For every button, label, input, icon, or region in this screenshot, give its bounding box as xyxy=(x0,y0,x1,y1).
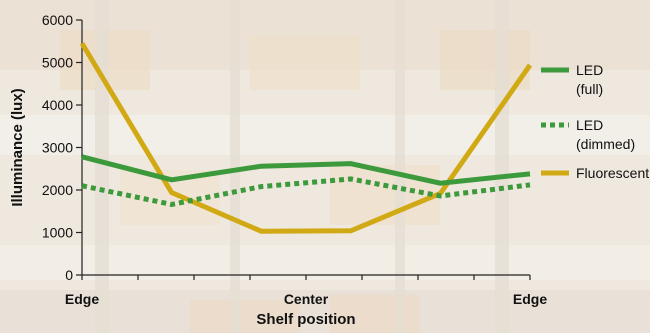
series-layer xyxy=(79,42,533,234)
x-tick-label: Edge xyxy=(513,291,547,307)
y-tick-label: 6000 xyxy=(42,12,73,28)
legend: LED (full) LED (dimmed) Fluorescent xyxy=(541,62,649,181)
y-tick-label: 2000 xyxy=(42,182,73,198)
legend-label: (dimmed) xyxy=(576,136,635,152)
series-line-led-dimmed xyxy=(81,176,531,208)
y-tick-label: 1000 xyxy=(42,225,73,241)
legend-label: LED xyxy=(576,62,603,78)
legend-label: (full) xyxy=(576,81,603,97)
x-tick-label: Edge xyxy=(65,291,99,307)
series-line-fluorescent xyxy=(79,42,533,234)
y-tick-label: 4000 xyxy=(42,97,73,113)
series-line-led-full xyxy=(81,154,531,186)
x-axis-title: Shelf position xyxy=(256,311,355,328)
legend-label: Fluorescent xyxy=(576,165,649,181)
axes: 0 1000 2000 3000 4000 5000 6000 Edge Center Edge S… xyxy=(9,12,547,328)
x-tick-label: Center xyxy=(284,291,329,307)
y-tick-label: 0 xyxy=(65,267,73,283)
y-axis-title: Illuminance (lux) xyxy=(9,88,26,206)
y-tick-label: 5000 xyxy=(42,55,73,71)
legend-label: LED xyxy=(576,117,603,133)
y-tick-label: 3000 xyxy=(42,140,73,156)
